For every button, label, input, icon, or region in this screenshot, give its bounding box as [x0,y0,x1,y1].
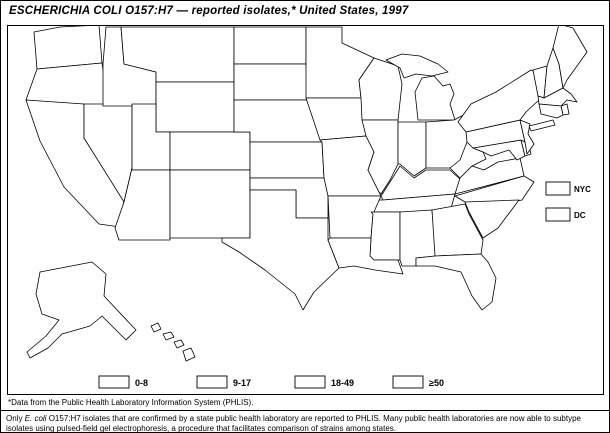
state-la [327,237,404,275]
map-title: ESCHERICHIA COLI O157:H7 — reported isol… [9,5,409,17]
note-species: E. coli [24,414,47,423]
map-frame: NYC DC 0-8 9-17 18-49 [7,25,604,395]
legend-item: 18-49 [294,375,354,389]
state-wi [358,57,403,121]
legend-swatch-18-49 [294,375,326,389]
state-wy [155,81,235,133]
state-ct [538,103,564,119]
note-rest: O157:H7 isolates that are confirmed by a… [6,414,581,433]
category-legend: 0-8 9-17 18-49 ≥50 [98,375,444,389]
state-mi-upper [385,53,449,79]
state-va [454,157,525,195]
legend-label-9-17: 9-17 [233,378,251,388]
state-sc [464,199,520,239]
nyc-swatch [545,181,571,196]
dc-swatch [545,207,571,222]
divider-line [1,410,609,411]
legend-item: ≥50 [392,375,444,389]
state-wa [33,26,103,70]
state-fl [415,253,497,311]
state-mi-lower [414,75,456,121]
legend-label-18-49: 18-49 [331,378,354,388]
nyc-label: NYC [574,185,591,194]
legend-label-0-8: 0-8 [135,378,148,388]
legend-swatch-ge50 [392,375,424,389]
state-sd [233,63,309,101]
state-hi-island-4 [182,347,196,362]
note-prefix: Only [6,414,25,423]
legend-item: 0-8 [98,375,148,389]
state-tx [221,189,340,311]
state-ms [369,211,401,261]
city-legend: NYC DC [545,181,591,222]
state-nm [169,169,251,239]
state-me [552,26,588,89]
data-source-footnote: *Data from the Public Health Laboratory … [8,398,254,407]
dc-label: DC [574,211,586,220]
state-hi-island-2 [162,331,175,341]
state-ny-long-island [528,119,556,132]
state-co [169,131,251,171]
legend-swatch-0-8 [98,375,130,389]
state-nd [233,26,307,65]
state-nj [519,119,535,155]
legend-label-ge50: ≥50 [429,378,444,388]
explanatory-note: Only E. coli O157:H7 isolates that are c… [6,414,607,433]
state-ak [26,261,137,359]
state-or [25,62,106,108]
legend-item: 9-17 [196,375,251,389]
legend-swatch-9-17 [196,375,228,389]
us-choropleth-map: NYC DC 0-8 9-17 18-49 [25,26,591,389]
state-ks [249,141,325,179]
state-hi-island-3 [173,339,185,349]
state-hi-island-1 [150,322,162,333]
